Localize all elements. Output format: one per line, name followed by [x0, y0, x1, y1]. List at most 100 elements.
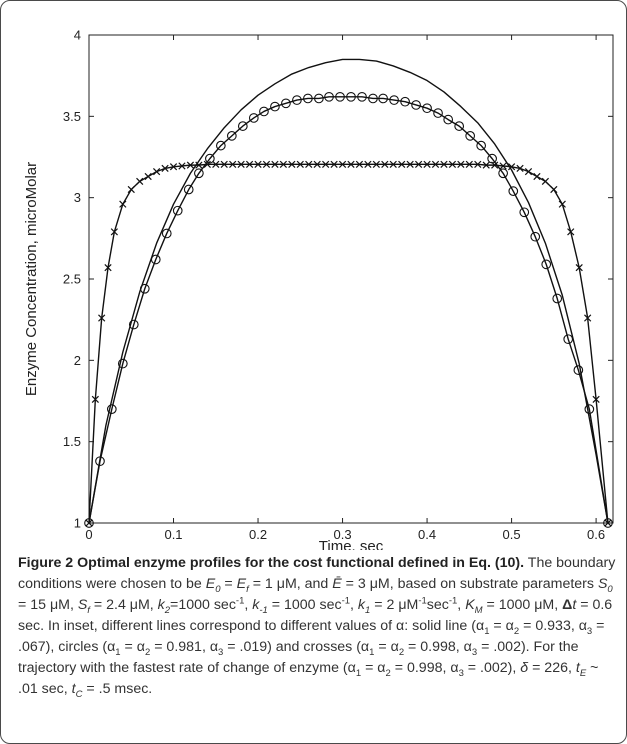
data-point-circle: [150, 254, 161, 265]
y-axis-label: Enzyme Concentration, microMolar: [23, 162, 40, 396]
data-point-cross: [85, 519, 93, 527]
data-point-cross: [169, 163, 178, 171]
data-point-circle: [303, 93, 313, 104]
data-point-cross: [245, 160, 254, 168]
data-point-cross: [144, 172, 152, 181]
data-point-cross: [406, 160, 414, 168]
data-point-circle: [357, 91, 367, 102]
data-point-cross: [516, 164, 524, 173]
data-point-cross: [296, 160, 304, 168]
data-point-cross: [271, 160, 279, 168]
figure-caption: Figure 2 Optimal enzyme profiles for the…: [18, 555, 616, 700]
data-point-cross: [550, 185, 558, 194]
x-tick-label: 0.3: [334, 527, 352, 542]
data-point-cross: [575, 263, 583, 272]
data-point-cross: [372, 160, 380, 168]
data-point-cross: [338, 160, 347, 168]
cap-sf: Sf: [77, 597, 90, 616]
x-tick-label: 0.2: [249, 527, 267, 542]
data-point-circle: [314, 93, 324, 104]
cap-k2: k2: [157, 597, 171, 616]
data-point-cross: [474, 160, 482, 168]
data-point-circle: [237, 121, 248, 131]
data-point-circle: [95, 456, 105, 467]
series-cross: [85, 160, 612, 527]
data-point-cross: [254, 160, 262, 168]
series-line-solid: [88, 58, 609, 524]
data-point-circle: [270, 101, 280, 112]
data-point-circle: [563, 334, 574, 345]
data-point-circle: [508, 186, 519, 197]
y-tick-label: 1.5: [63, 434, 81, 449]
data-point-cross: [499, 162, 507, 170]
data-point-circle: [573, 365, 584, 375]
cap-s0: S0: [597, 576, 613, 595]
data-point-circle: [465, 131, 476, 141]
data-point-cross: [178, 162, 186, 170]
data-point-circle: [215, 140, 226, 151]
data-point-cross: [288, 160, 296, 168]
cap-ebar: Ē: [332, 576, 342, 592]
x-tick-label: 0.5: [503, 527, 521, 542]
series-circle: [84, 91, 613, 528]
plot-axes-box: [88, 34, 614, 524]
cap-ef: Ef: [236, 576, 249, 595]
data-point-circle: [226, 131, 237, 141]
data-point-cross: [541, 177, 550, 186]
series-solid: [88, 58, 609, 524]
data-point-circle: [324, 91, 334, 102]
series-layer: [84, 58, 613, 528]
y-tick-label: 4: [74, 28, 81, 43]
cap-KM: KM: [465, 597, 483, 616]
data-point-cross: [482, 161, 490, 169]
cap-e0: E0: [205, 576, 221, 595]
data-point-cross: [592, 395, 600, 403]
cap-km1: k-1: [252, 597, 268, 616]
data-point-circle: [117, 358, 128, 369]
data-point-cross: [161, 164, 169, 173]
data-point-circle: [335, 91, 345, 102]
data-point-circle: [281, 98, 291, 109]
x-ticks: 0 0.1 0.2 0.3 0.4 0.5 0.6: [85, 35, 605, 542]
series-line-circle: [88, 96, 609, 524]
data-point-cross: [98, 314, 106, 322]
data-point-cross: [533, 172, 541, 181]
cap-t1: The boundary conditions were chosen to b…: [18, 555, 616, 592]
data-point-cross: [322, 160, 330, 168]
data-point-cross: [364, 160, 372, 168]
x-tick-label: 0: [85, 527, 92, 542]
data-point-circle: [476, 140, 487, 151]
data-point-circle: [443, 114, 454, 125]
data-point-circle: [584, 404, 595, 414]
data-point-cross: [398, 160, 406, 168]
plot-area: 0 0.1 0.2 0.3 0.4 0.5 0.6 1 1.5 2 2.5 3 3.5 4 Time, …: [23, 28, 614, 550]
data-point-circle: [259, 106, 269, 117]
data-point-circle: [411, 100, 421, 110]
data-point-cross: [381, 160, 389, 168]
data-point-cross: [330, 160, 338, 168]
y-tick-label: 2: [74, 353, 81, 368]
data-point-circle: [552, 293, 563, 304]
cap-delta: Δ: [562, 597, 573, 613]
data-point-cross: [389, 160, 397, 168]
y-tick-label: 3.5: [63, 109, 81, 124]
data-point-cross: [465, 160, 473, 168]
data-point-cross: [440, 160, 448, 168]
data-point-circle: [368, 93, 378, 104]
data-point-circle: [378, 93, 388, 104]
x-axis-label: Time, sec: [319, 538, 384, 550]
data-point-circle: [292, 95, 302, 105]
y-tick-label: 3: [74, 190, 81, 205]
data-point-cross: [212, 160, 220, 168]
data-point-cross: [195, 161, 203, 169]
data-point-cross: [136, 177, 144, 186]
data-point-cross: [507, 163, 516, 171]
data-point-cross: [220, 160, 228, 168]
axes-frame: [88, 34, 614, 524]
cap-tC: tC: [71, 681, 83, 700]
y-ticks: 1 1.5 2 2.5 3 3.5 4: [63, 28, 613, 531]
data-point-circle: [172, 205, 183, 216]
data-point-circle: [498, 168, 508, 179]
data-point-cross: [414, 160, 423, 168]
data-point-cross: [203, 160, 211, 168]
